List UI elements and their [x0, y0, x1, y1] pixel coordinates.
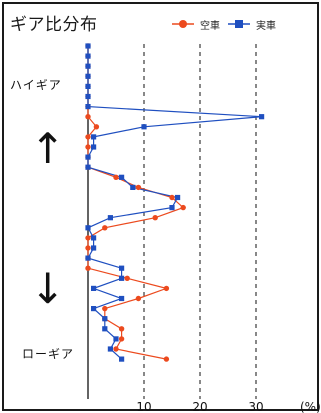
- series-2-point-27: [91, 306, 97, 312]
- series-1-point-29: [118, 326, 125, 332]
- series-2-point-20: [91, 235, 97, 241]
- series-2-point-5: [85, 83, 91, 89]
- series-1-point-18: [152, 215, 158, 221]
- series-1-point-32: [163, 356, 170, 362]
- series-line-2: [87, 46, 262, 360]
- series-2-point-31: [107, 346, 113, 352]
- series-2-point-8: [259, 114, 265, 120]
- series-2-point-7: [85, 104, 91, 110]
- x-unit-label: (%): [300, 400, 321, 413]
- legend-swatch-series-1: [172, 20, 194, 28]
- series-2-point-12: [85, 154, 91, 160]
- up-arrow-icon: ↑: [30, 124, 66, 173]
- series-2-point-14: [119, 174, 125, 180]
- series-2-point-16: [175, 194, 181, 201]
- series-1-point-26: [135, 295, 142, 302]
- series-1-point-19: [102, 225, 108, 231]
- x-tick-label-3: 30: [248, 400, 263, 413]
- gridlines: [143, 44, 257, 399]
- high-gear-label: ハイギア: [10, 78, 62, 92]
- series-2-point-1: [85, 43, 91, 49]
- chart-frame: [2, 2, 319, 411]
- chart-title: ギア比分布: [10, 15, 98, 35]
- chart-legend: 空車 実車: [172, 14, 284, 34]
- legend-item-series-2: 実車: [228, 17, 276, 32]
- series-2-point-15: [130, 184, 136, 190]
- series-2-point-18: [107, 215, 113, 221]
- series-1-point-30: [118, 336, 125, 342]
- series-2-point-4: [85, 73, 91, 79]
- low-gear-label: ローギア: [22, 347, 75, 361]
- series-2-point-11: [91, 144, 97, 150]
- series-1-point-23: [85, 265, 91, 271]
- series-2-point-6: [85, 93, 91, 100]
- series-1-point-31: [113, 346, 119, 352]
- series-2-point-28: [102, 316, 108, 322]
- series-1-point-20: [85, 235, 91, 241]
- series-2-point-2: [85, 53, 91, 59]
- series-1-point-16: [169, 194, 175, 201]
- series-2-point-24: [119, 275, 125, 281]
- series-1-point-14: [113, 174, 119, 180]
- series-2-point-21: [91, 245, 97, 251]
- legend-swatch-series-2: [228, 20, 250, 28]
- series-2-point-10: [91, 134, 97, 140]
- series-line-1: [87, 46, 185, 360]
- x-tick-label-1: 10: [136, 400, 151, 413]
- series-2-point-22: [85, 255, 91, 261]
- series-1-point-21: [85, 245, 91, 251]
- series-1-point-15: [135, 184, 142, 191]
- series-2-point-17: [169, 205, 175, 211]
- series-1-point-8: [85, 114, 91, 120]
- series-1-point-10: [85, 134, 91, 140]
- series-2-point-13: [85, 164, 91, 170]
- legend-label-series-2: 実車: [256, 20, 276, 32]
- legend-item-series-1: 空車: [172, 17, 220, 32]
- series-2-point-30: [113, 336, 119, 342]
- series-2-point-23: [119, 265, 125, 271]
- series-2-point-29: [102, 326, 108, 332]
- tick-labels: 10 20 30 (%): [136, 400, 320, 413]
- series-2-point-19: [85, 225, 91, 231]
- down-arrow-icon: ↓: [30, 264, 66, 313]
- series-2-point-32: [119, 356, 125, 362]
- series-group: [85, 43, 265, 362]
- x-tick-label-2: 20: [192, 400, 207, 413]
- legend-label-series-1: 空車: [200, 20, 220, 32]
- series-2-point-25: [91, 285, 97, 291]
- series-2-point-9: [141, 124, 147, 130]
- series-1-point-17: [180, 204, 186, 211]
- series-2-point-3: [85, 63, 91, 69]
- series-1-point-25: [163, 285, 170, 292]
- series-1-point-9: [93, 124, 100, 130]
- series-2-point-26: [119, 295, 125, 302]
- series-1-point-11: [85, 144, 91, 150]
- series-1-point-24: [124, 275, 130, 281]
- series-1-point-27: [102, 305, 108, 312]
